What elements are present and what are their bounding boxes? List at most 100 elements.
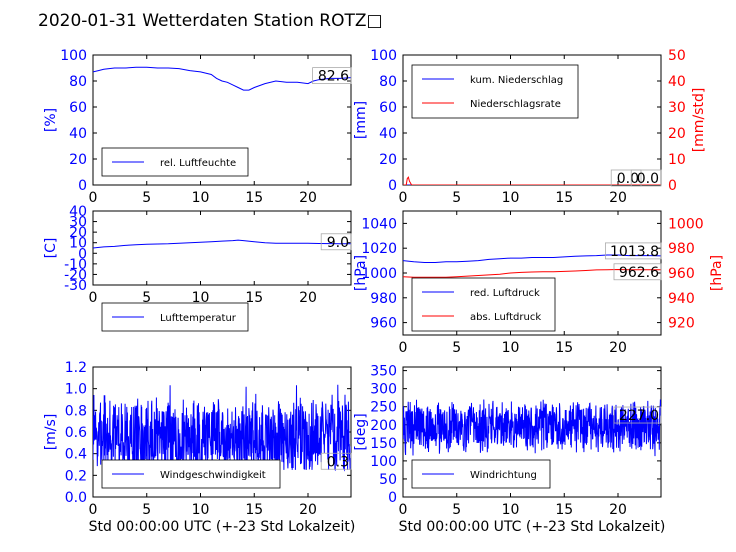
- legend: kum. Niederschlag Niederschlagsrate: [411, 64, 579, 119]
- current-value: 82.6: [318, 69, 349, 85]
- legend-entry: rel. Luftfeuchte: [160, 158, 236, 169]
- y-tick-label: 40: [69, 204, 87, 220]
- current-value: 1013.8: [610, 244, 659, 260]
- panel-precipitation: 0 5 10 15 20 0 20 40 60 80 100 0 10 20 30 40 50 [mm] [mm/s…: [353, 48, 707, 206]
- y-tick-label: 0: [388, 490, 397, 506]
- y-tick-label: 0.2: [65, 468, 87, 484]
- legend-entry: kum. Niederschlag: [470, 75, 563, 86]
- x-tick-label: 20: [609, 190, 627, 206]
- y-axis-label: [m/s]: [43, 414, 59, 451]
- current-value: 0.0: [637, 171, 659, 187]
- x-tick-label: 5: [452, 502, 461, 518]
- y-right-tick-label: 30: [668, 100, 686, 116]
- y-right-axis-label: [hPa]: [709, 255, 725, 291]
- y-right-tick-label: 940: [668, 291, 695, 307]
- x-tick-label: 15: [245, 502, 263, 518]
- y-tick-label: 980: [370, 291, 397, 307]
- y-tick-label: -20: [64, 267, 87, 283]
- y-tick-label: 1040: [361, 216, 397, 232]
- x-tick-label: 0: [89, 190, 98, 206]
- y-tick-label: 1.2: [65, 360, 87, 376]
- legend-entry: abs. Luftdruck: [470, 312, 541, 323]
- y-right-tick-label: 10: [668, 152, 686, 168]
- y-tick-label: 80: [69, 74, 87, 90]
- current-value: 0.0: [617, 171, 639, 187]
- y-tick-label: 1020: [361, 241, 397, 257]
- legend: Lufttemperatur: [101, 302, 249, 332]
- series-line-0: [403, 399, 661, 457]
- x-tick-label: 0: [399, 502, 408, 518]
- x-tick-label: 5: [142, 502, 151, 518]
- x-axis-label: Std 00:00:00 UTC (+-23 Std Lokalzeit): [89, 519, 356, 535]
- x-tick-label: 20: [299, 190, 317, 206]
- x-tick-label: 20: [609, 340, 627, 356]
- y-tick-label: 100: [370, 454, 397, 470]
- x-tick-label: 5: [142, 190, 151, 206]
- y-tick-label: 0.0: [65, 490, 87, 506]
- page-title: 2020-01-31 Wetterdaten Station ROTZ□: [38, 11, 383, 31]
- x-tick-label: 0: [89, 502, 98, 518]
- panel-windspeed: 0 5 10 15 20 0.0 0.2 0.4 0.6 0.8 1.0 1.2 [m/s] Std 00…: [43, 360, 355, 535]
- y-tick-label: 350: [370, 364, 397, 380]
- x-tick-label: 0: [399, 190, 408, 206]
- y-tick-label: 60: [379, 100, 397, 116]
- y-tick-label: 40: [379, 126, 397, 142]
- current-value: 9.0: [327, 235, 349, 251]
- legend-entry: Niederschlagsrate: [470, 99, 561, 110]
- current-value-box: [320, 452, 352, 470]
- x-tick-label: 20: [299, 502, 317, 518]
- current-value: 227.0: [619, 408, 659, 424]
- panel-temperature: 0 5 10 15 20-30-20-10010203040[C]Lufttempera…: [43, 204, 352, 332]
- current-value: 962.6: [619, 265, 659, 281]
- y-right-axis-label: [mm/std]: [691, 88, 707, 153]
- current-value-box: [613, 406, 662, 424]
- y-tick-label: 200: [370, 418, 397, 434]
- x-tick-label: 5: [452, 340, 461, 356]
- x-tick-label: 15: [245, 190, 263, 206]
- x-tick-label: 15: [245, 290, 263, 306]
- x-tick-label: 5: [452, 190, 461, 206]
- y-axis-label: [deg]: [353, 413, 369, 450]
- panel-humidity: 0 5 10 15 20 0 20 40 60 80 100 [%] rel. Luftfeuchte 8…: [43, 48, 352, 206]
- y-tick-label: 0.8: [65, 403, 87, 419]
- x-tick-label: 15: [555, 190, 573, 206]
- x-tick-label: 15: [555, 340, 573, 356]
- current-value-box: [630, 169, 662, 187]
- y-tick-label: 20: [69, 152, 87, 168]
- series-line-0: [403, 254, 661, 263]
- panel-pressure: 0 5 10 15 20 960 980 1000 1020 1040 920 940 960 980 10…: [353, 210, 725, 356]
- legend-entry: red. Luftdruck: [470, 288, 540, 299]
- y-tick-label: 0: [78, 178, 87, 194]
- y-tick-label: 100: [60, 48, 87, 64]
- series-line-0: [93, 66, 351, 91]
- legend: rel. Luftfeuchte: [101, 147, 249, 177]
- y-axis-label: [mm]: [353, 101, 369, 139]
- legend: Windgeschwindigkeit: [101, 459, 281, 489]
- y-right-tick-label: 50: [668, 48, 686, 64]
- y-tick-label: 10: [69, 236, 87, 252]
- series-line-0: [93, 239, 351, 249]
- x-tick-label: 5: [142, 290, 151, 306]
- legend-entry: Windgeschwindigkeit: [160, 470, 266, 481]
- legend: Windrichtung: [411, 459, 551, 489]
- x-tick-label: 0: [89, 290, 98, 306]
- y-tick-label: 150: [370, 436, 397, 452]
- y-tick-label: 20: [69, 225, 87, 241]
- y-tick-label: 80: [379, 74, 397, 90]
- current-value-box: [610, 169, 642, 187]
- current-value-box: [613, 263, 662, 281]
- y-right-tick-label: 40: [668, 74, 686, 90]
- y-right-tick-label: 1000: [668, 216, 704, 232]
- x-tick-label: 10: [502, 502, 520, 518]
- legend-entry: Windrichtung: [470, 470, 537, 481]
- y-tick-label: 250: [370, 400, 397, 416]
- y-tick-label: 0: [78, 246, 87, 262]
- current-value: 0.3: [327, 454, 349, 470]
- x-tick-label: 20: [609, 502, 627, 518]
- y-right-tick-label: 960: [668, 266, 695, 282]
- y-tick-label: 1000: [361, 266, 397, 282]
- y-tick-label: 20: [379, 152, 397, 168]
- legend-box: [411, 64, 579, 119]
- y-right-tick-label: 20: [668, 126, 686, 142]
- x-tick-label: 0: [399, 340, 408, 356]
